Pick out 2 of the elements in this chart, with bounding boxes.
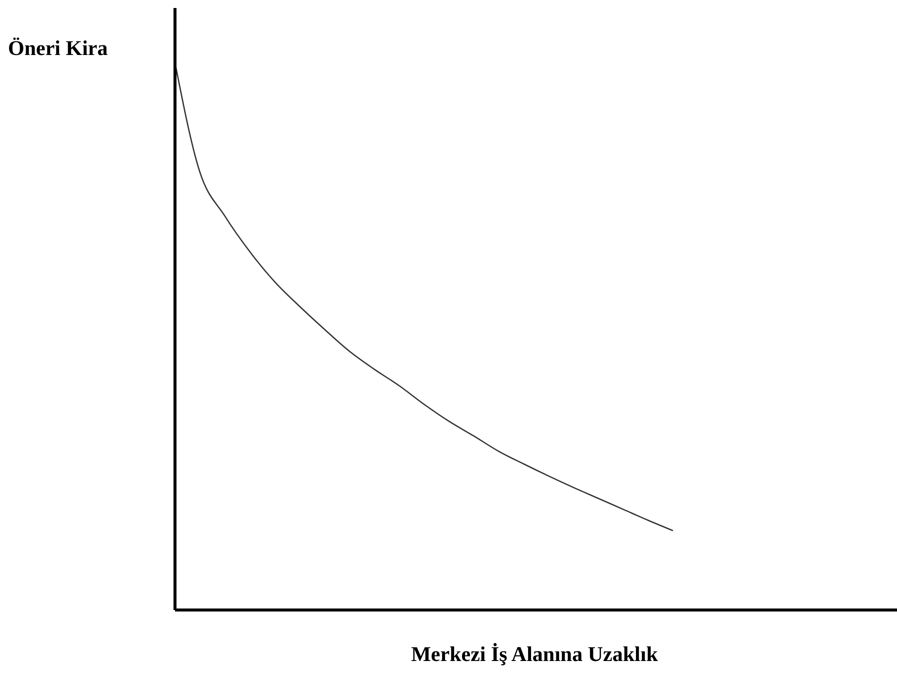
y-axis-title: Öneri Kira [8, 36, 108, 61]
x-axis-title: Merkezi İş Alanına Uzaklık [410, 642, 659, 667]
